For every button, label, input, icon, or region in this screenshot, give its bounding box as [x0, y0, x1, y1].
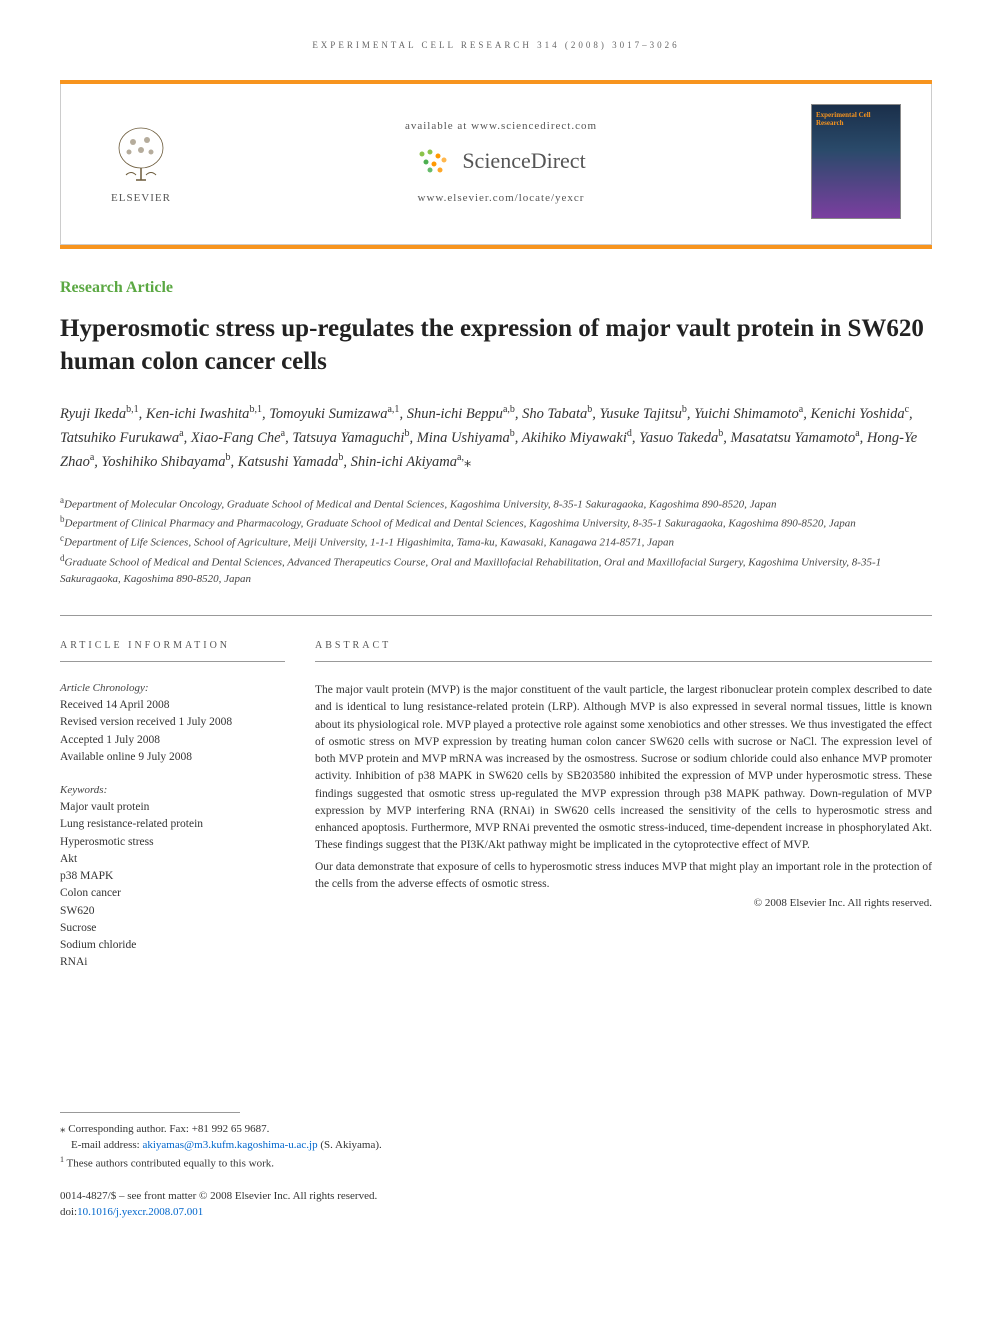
email-suffix: (S. Akiyama).	[318, 1139, 382, 1151]
abstract-column: ABSTRACT The major vault protein (MVP) i…	[315, 640, 932, 972]
affiliation-item: bDepartment of Clinical Pharmacy and Pha…	[60, 513, 932, 532]
publisher-banner: ELSEVIER available at www.sciencedirect.…	[60, 84, 932, 245]
copyright-notice: © 2008 Elsevier Inc. All rights reserved…	[315, 897, 932, 909]
doi-block: 0014-4827/$ – see front matter © 2008 El…	[60, 1188, 932, 1221]
keyword-item: Colon cancer	[60, 885, 285, 902]
footer-divider	[60, 1112, 240, 1113]
affiliation-list: aDepartment of Molecular Oncology, Gradu…	[60, 494, 932, 587]
chronology-item: Available online 9 July 2008	[60, 749, 285, 766]
issn-copyright-line: 0014-4827/$ – see front matter © 2008 El…	[60, 1188, 932, 1205]
corr-fax: Fax: +81 992 65 9687.	[167, 1123, 270, 1135]
doi-link[interactable]: 10.1016/j.yexcr.2008.07.001	[77, 1206, 203, 1218]
info-abstract-columns: ARTICLE INFORMATION Article Chronology: …	[60, 615, 932, 972]
corresponding-email-link[interactable]: akiyamas@m3.kufm.kagoshima-u.ac.jp	[142, 1139, 317, 1151]
doi-label: doi:	[60, 1206, 77, 1218]
sciencedirect-dots-icon	[416, 146, 456, 176]
elsevier-tree-icon	[101, 120, 181, 190]
running-header: EXPERIMENTAL CELL RESEARCH 314 (2008) 30…	[60, 40, 932, 50]
available-at-text: available at www.sciencedirect.com	[211, 120, 791, 132]
affiliation-item: dGraduate School of Medical and Dental S…	[60, 552, 932, 588]
article-info-heading: ARTICLE INFORMATION	[60, 640, 285, 662]
elsevier-text: ELSEVIER	[111, 192, 171, 204]
article-type-label: Research Article	[60, 279, 932, 297]
abstract-paragraph: The major vault protein (MVP) is the maj…	[315, 682, 932, 855]
orange-accent-bar-bottom	[60, 245, 932, 249]
abstract-body: The major vault protein (MVP) is the maj…	[315, 682, 932, 893]
keyword-item: Sucrose	[60, 920, 285, 937]
sciencedirect-logo[interactable]: ScienceDirect	[416, 146, 585, 176]
footnotes: ⁎ Corresponding author. Fax: +81 992 65 …	[60, 1121, 932, 1172]
equal-contribution-note: 1 These authors contributed equally to t…	[60, 1154, 932, 1172]
sciencedirect-wordmark: ScienceDirect	[462, 148, 585, 174]
keyword-item: RNAi	[60, 954, 285, 971]
journal-cover-thumbnail: Experimental Cell Research	[811, 104, 901, 219]
affiliation-item: cDepartment of Life Sciences, School of …	[60, 532, 932, 551]
article-title: Hyperosmotic stress up-regulates the exp…	[60, 313, 932, 378]
elsevier-logo: ELSEVIER	[91, 112, 191, 212]
chronology-label: Article Chronology:	[60, 682, 285, 694]
locate-url-text: www.elsevier.com/locate/yexcr	[211, 192, 791, 204]
abstract-heading: ABSTRACT	[315, 640, 932, 662]
corr-symbol: ⁎ Corresponding author.	[60, 1123, 167, 1135]
keyword-item: SW620	[60, 903, 285, 920]
doi-line: doi:10.1016/j.yexcr.2008.07.001	[60, 1204, 932, 1221]
keyword-item: Akt	[60, 851, 285, 868]
center-banner: available at www.sciencedirect.com Scien…	[211, 120, 791, 204]
email-line: E-mail address: akiyamas@m3.kufm.kagoshi…	[60, 1137, 932, 1154]
keyword-item: Major vault protein	[60, 799, 285, 816]
keywords-label: Keywords:	[60, 784, 285, 796]
keyword-item: Hyperosmotic stress	[60, 834, 285, 851]
chronology-item: Received 14 April 2008	[60, 697, 285, 714]
article-info-column: ARTICLE INFORMATION Article Chronology: …	[60, 640, 285, 972]
keyword-item: Lung resistance-related protein	[60, 816, 285, 833]
keyword-item: Sodium chloride	[60, 937, 285, 954]
journal-cover-title: Experimental Cell Research	[816, 111, 896, 128]
chronology-item: Revised version received 1 July 2008	[60, 714, 285, 731]
abstract-paragraph: Our data demonstrate that exposure of ce…	[315, 859, 932, 894]
author-list: Ryuji Ikedab,1, Ken-ichi Iwashitab,1, To…	[60, 402, 932, 474]
email-label: E-mail address:	[71, 1139, 142, 1151]
keyword-item: p38 MAPK	[60, 868, 285, 885]
contrib-text: These authors contributed equally to thi…	[64, 1157, 274, 1169]
chronology-item: Accepted 1 July 2008	[60, 732, 285, 749]
corresponding-author-note: ⁎ Corresponding author. Fax: +81 992 65 …	[60, 1121, 932, 1138]
affiliation-item: aDepartment of Molecular Oncology, Gradu…	[60, 494, 932, 513]
